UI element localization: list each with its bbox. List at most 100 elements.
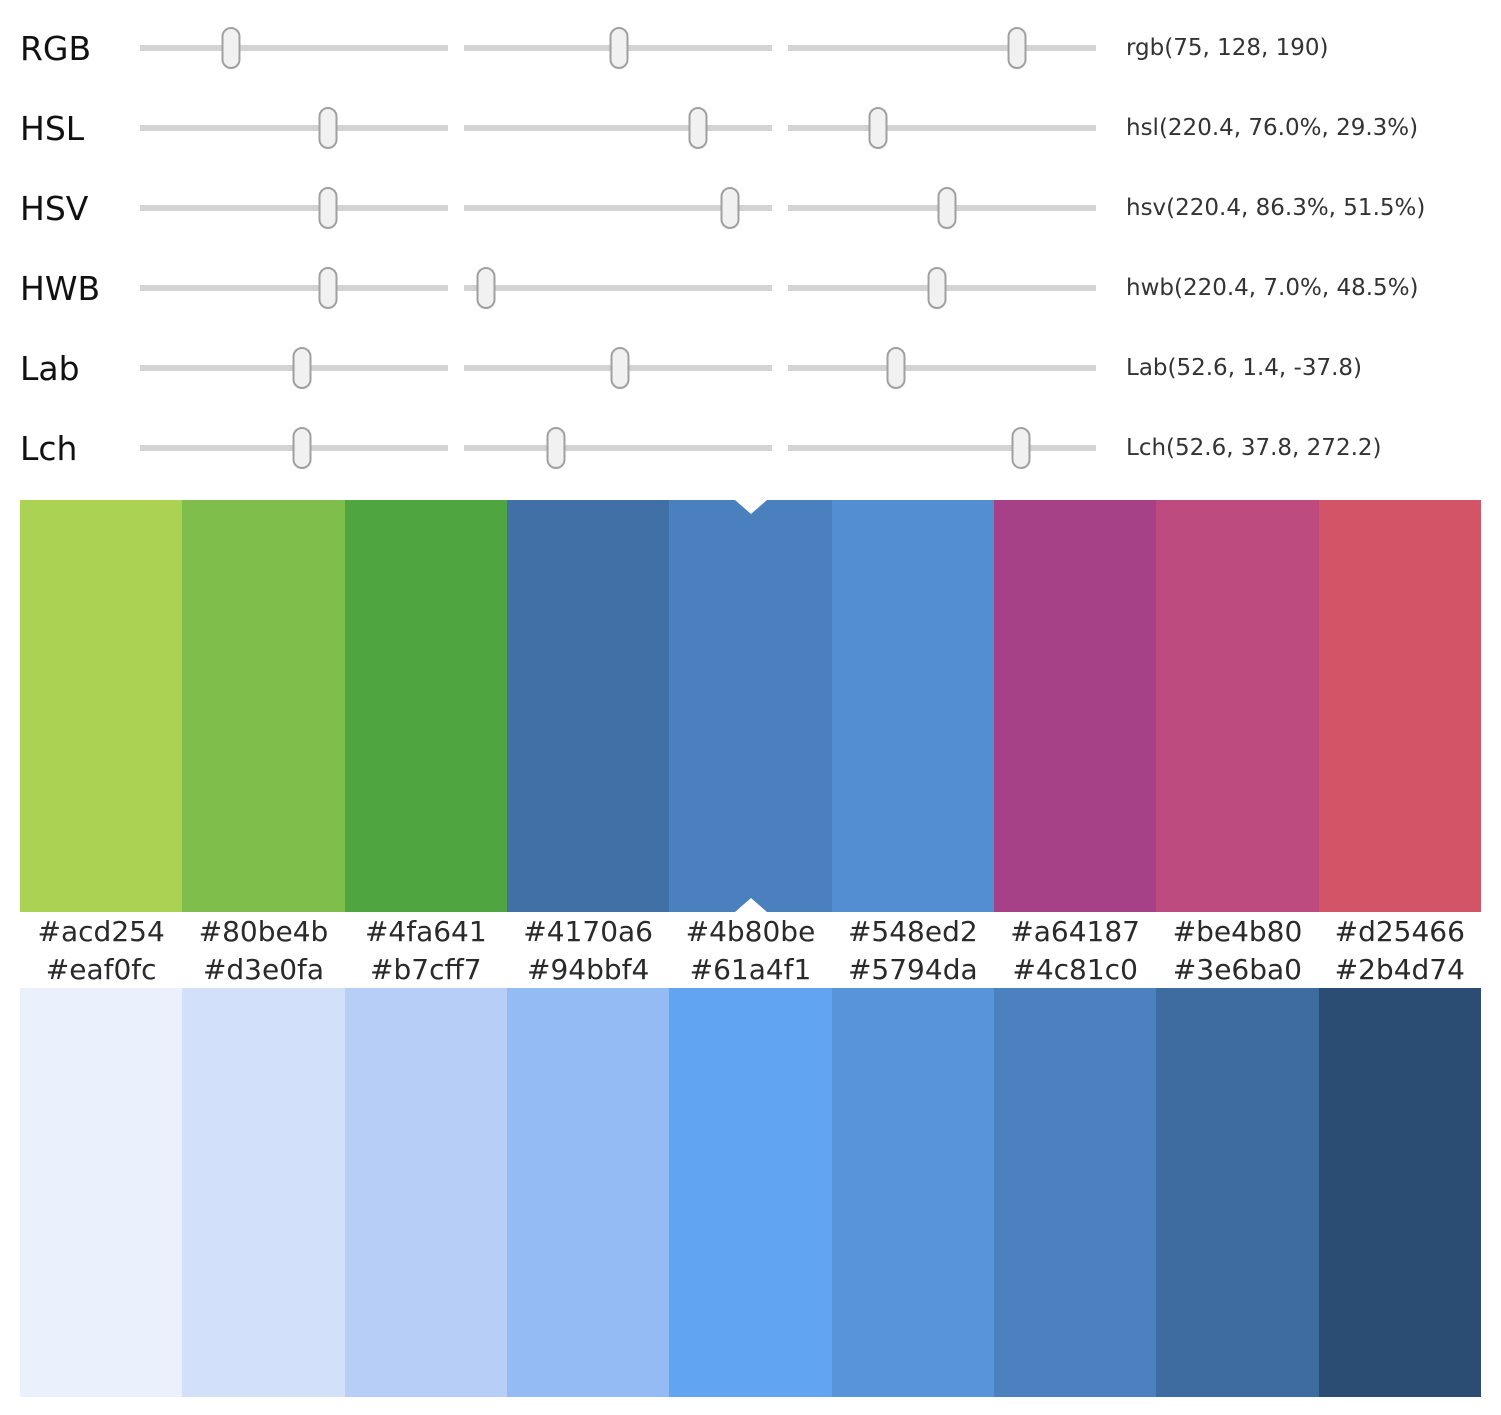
slider-track[interactable] bbox=[788, 365, 1096, 371]
hex-code-label: #acd254 bbox=[20, 915, 182, 948]
lab-slider-1[interactable] bbox=[140, 345, 448, 391]
palette-swatch[interactable] bbox=[1319, 500, 1481, 912]
palette-swatch[interactable] bbox=[994, 500, 1156, 912]
tint-palette-strip bbox=[20, 988, 1481, 1397]
rgb-slider-2[interactable] bbox=[464, 25, 772, 71]
palette-swatch[interactable] bbox=[1156, 500, 1318, 912]
slider-handle[interactable] bbox=[293, 427, 312, 469]
slider-track[interactable] bbox=[140, 285, 448, 291]
hsl-slider-1[interactable] bbox=[140, 105, 448, 151]
palette-swatch[interactable] bbox=[1156, 988, 1318, 1397]
slider-track[interactable] bbox=[464, 285, 772, 291]
tint-hex-row: #eaf0fc #d3e0fa #b7cff7 #94bbf4 #61a4f1 … bbox=[20, 950, 1481, 988]
hex-code-label: #5794da bbox=[832, 953, 994, 986]
palette-swatch[interactable] bbox=[345, 988, 507, 1397]
lch-slider-1[interactable] bbox=[140, 425, 448, 471]
hex-code-label: #a64187 bbox=[994, 915, 1156, 948]
color-model-label: HSV bbox=[20, 189, 140, 228]
rgb-slider-3[interactable] bbox=[788, 25, 1096, 71]
slider-track[interactable] bbox=[464, 125, 772, 131]
lch-slider-3[interactable] bbox=[788, 425, 1096, 471]
hex-code-label: #eaf0fc bbox=[20, 953, 182, 986]
palette-swatch[interactable] bbox=[832, 988, 994, 1397]
slider-handle[interactable] bbox=[319, 267, 338, 309]
slider-handle[interactable] bbox=[887, 347, 906, 389]
selected-swatch-caret-top-icon bbox=[735, 500, 767, 514]
slider-row-hsv: HSV hsv(220.4, 86.3%, 51.5%) bbox=[20, 168, 1501, 248]
hsv-value-readout: hsv(220.4, 86.3%, 51.5%) bbox=[1126, 195, 1425, 221]
color-model-label: RGB bbox=[20, 29, 140, 68]
color-model-label: Lch bbox=[20, 429, 140, 468]
hsv-slider-3[interactable] bbox=[788, 185, 1096, 231]
hue-palette-strip bbox=[20, 500, 1481, 912]
hwb-slider-2[interactable] bbox=[464, 265, 772, 311]
palette-swatch[interactable] bbox=[1319, 988, 1481, 1397]
hex-code-label: #94bbf4 bbox=[507, 953, 669, 986]
hex-code-label: #2b4d74 bbox=[1319, 953, 1481, 986]
palette-swatch[interactable] bbox=[832, 500, 994, 912]
slider-row-rgb: RGB rgb(75, 128, 190) bbox=[20, 8, 1501, 88]
hwb-slider-1[interactable] bbox=[140, 265, 448, 311]
slider-handle[interactable] bbox=[319, 107, 338, 149]
slider-handle[interactable] bbox=[1008, 27, 1027, 69]
hex-code-label: #3e6ba0 bbox=[1156, 953, 1318, 986]
slider-handle[interactable] bbox=[689, 107, 708, 149]
hex-code-label: #d25466 bbox=[1319, 915, 1481, 948]
palette-swatch[interactable] bbox=[182, 500, 344, 912]
slider-handle[interactable] bbox=[476, 267, 495, 309]
slider-row-hsl: HSL hsl(220.4, 76.0%, 29.3%) bbox=[20, 88, 1501, 168]
slider-handle[interactable] bbox=[319, 187, 338, 229]
hsv-slider-1[interactable] bbox=[140, 185, 448, 231]
hex-code-label: #4170a6 bbox=[507, 915, 669, 948]
hex-code-label: #4b80be bbox=[669, 915, 831, 948]
lab-slider-2[interactable] bbox=[464, 345, 772, 391]
hex-code-label: #b7cff7 bbox=[345, 953, 507, 986]
palette-swatch[interactable] bbox=[507, 988, 669, 1397]
slider-handle[interactable] bbox=[547, 427, 566, 469]
hex-code-label: #548ed2 bbox=[832, 915, 994, 948]
lch-slider-2[interactable] bbox=[464, 425, 772, 471]
selected-swatch-caret-bottom-icon bbox=[735, 898, 767, 912]
slider-row-lab: Lab Lab(52.6, 1.4, -37.8) bbox=[20, 328, 1501, 408]
slider-handle[interactable] bbox=[221, 27, 240, 69]
palette-swatch[interactable] bbox=[20, 988, 182, 1397]
slider-track[interactable] bbox=[140, 45, 448, 51]
slider-handle[interactable] bbox=[720, 187, 739, 229]
color-model-label: HWB bbox=[20, 269, 140, 308]
rgb-slider-1[interactable] bbox=[140, 25, 448, 71]
slider-handle[interactable] bbox=[293, 347, 312, 389]
lab-value-readout: Lab(52.6, 1.4, -37.8) bbox=[1126, 355, 1362, 381]
palette-swatch[interactable] bbox=[994, 988, 1156, 1397]
color-model-label: Lab bbox=[20, 349, 140, 388]
slider-handle[interactable] bbox=[869, 107, 888, 149]
hsl-slider-2[interactable] bbox=[464, 105, 772, 151]
slider-track[interactable] bbox=[788, 45, 1096, 51]
slider-track[interactable] bbox=[140, 205, 448, 211]
palette-swatch[interactable] bbox=[182, 988, 344, 1397]
lab-slider-3[interactable] bbox=[788, 345, 1096, 391]
palette-swatch[interactable] bbox=[20, 500, 182, 912]
slider-track[interactable] bbox=[788, 125, 1096, 131]
slider-handle[interactable] bbox=[937, 187, 956, 229]
hex-code-label: #80be4b bbox=[182, 915, 344, 948]
slider-handle[interactable] bbox=[609, 27, 628, 69]
hsl-slider-3[interactable] bbox=[788, 105, 1096, 151]
slider-track[interactable] bbox=[464, 445, 772, 451]
hsv-slider-2[interactable] bbox=[464, 185, 772, 231]
slider-row-hwb: HWB hwb(220.4, 7.0%, 48.5%) bbox=[20, 248, 1501, 328]
slider-handle[interactable] bbox=[1011, 427, 1030, 469]
slider-handle[interactable] bbox=[928, 267, 947, 309]
palette-swatch[interactable] bbox=[669, 988, 831, 1397]
hwb-slider-3[interactable] bbox=[788, 265, 1096, 311]
palette-swatch[interactable] bbox=[345, 500, 507, 912]
rgb-value-readout: rgb(75, 128, 190) bbox=[1126, 35, 1329, 61]
color-sliders-panel: RGB rgb(75, 128, 190) HSL hsl(220.4, 76.… bbox=[0, 0, 1501, 488]
hex-code-label: #be4b80 bbox=[1156, 915, 1318, 948]
color-model-label: HSL bbox=[20, 109, 140, 148]
slider-track[interactable] bbox=[788, 445, 1096, 451]
slider-track[interactable] bbox=[140, 125, 448, 131]
palette-swatch-selected[interactable] bbox=[669, 500, 831, 912]
palette-swatch[interactable] bbox=[507, 500, 669, 912]
hex-code-label: #4fa641 bbox=[345, 915, 507, 948]
slider-handle[interactable] bbox=[610, 347, 629, 389]
